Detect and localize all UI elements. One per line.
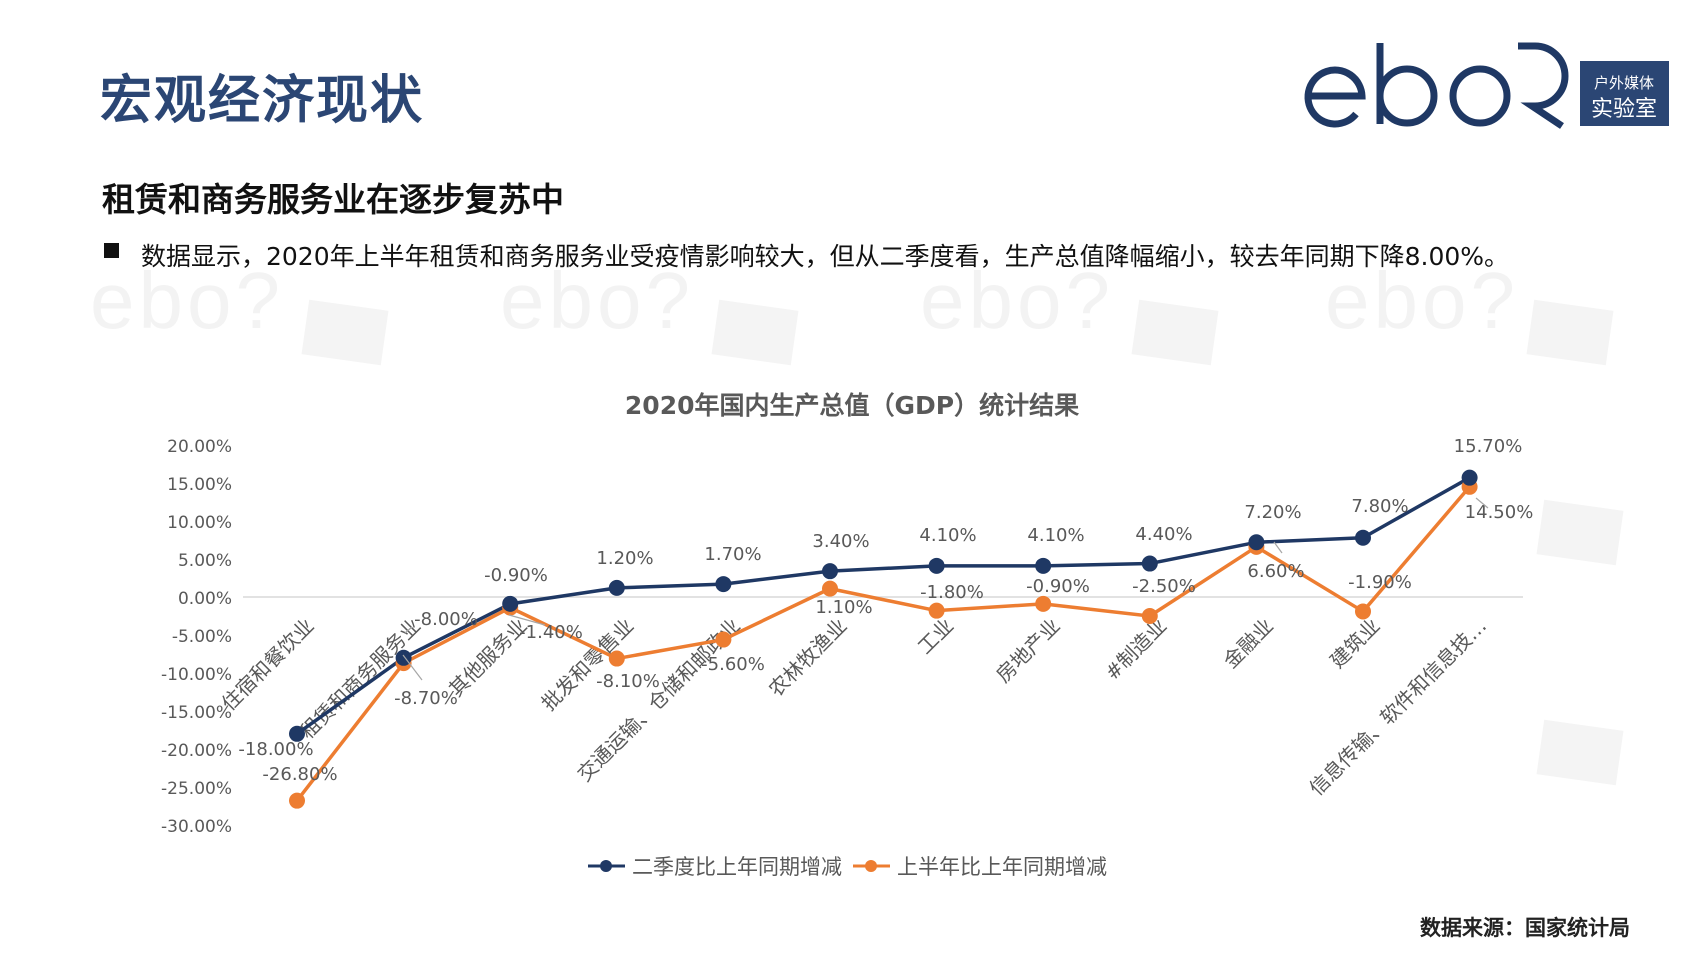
series-line bbox=[295, 476, 1471, 736]
data-point-marker[interactable] bbox=[608, 650, 625, 667]
data-point-marker[interactable] bbox=[822, 563, 838, 580]
watermark-logo: ebo? bbox=[920, 256, 1114, 345]
legend-item-q2[interactable]: 二季度比上年同期增减 bbox=[588, 855, 842, 879]
data-value-label: 6.60% bbox=[1247, 561, 1304, 582]
watermark-logo: ebo? bbox=[500, 256, 694, 345]
data-value-label: 15.70% bbox=[1454, 436, 1523, 457]
data-value-label: -1.80% bbox=[920, 582, 984, 603]
y-tick-label: -15.00% bbox=[161, 703, 232, 723]
data-point-marker[interactable] bbox=[1461, 469, 1478, 486]
data-value-label: 14.50% bbox=[1465, 502, 1534, 523]
data-point-marker[interactable] bbox=[1141, 555, 1158, 572]
label-leader-line bbox=[508, 614, 546, 626]
ebor-logo-icon: 户外媒体 实验室 bbox=[1304, 42, 1669, 129]
chart-legend: 二季度比上年同期增减 上半年比上年同期增减 bbox=[588, 855, 1107, 879]
data-value-label: -8.70% bbox=[394, 688, 458, 709]
x-category-label: 农林牧渔业 bbox=[764, 614, 852, 702]
chart-title: 2020年国内生产总值（GDP）统计结果 bbox=[625, 391, 1079, 420]
page-title: 宏观经济现状 bbox=[100, 71, 425, 131]
data-value-label: -18.00% bbox=[238, 739, 313, 760]
data-source: 数据来源：国家统计局 bbox=[1420, 916, 1630, 940]
data-point-marker[interactable] bbox=[822, 580, 838, 597]
data-value-label: -8.10% bbox=[596, 671, 660, 692]
legend-item-h1[interactable]: 上半年比上年同期增减 bbox=[853, 855, 1107, 879]
data-value-label: 4.10% bbox=[1027, 525, 1084, 546]
data-point-marker[interactable] bbox=[1355, 603, 1371, 620]
data-point-marker[interactable] bbox=[715, 576, 732, 593]
bullet-text: 数据显示，2020年上半年租赁和商务服务业受疫情影响较大，但从二季度看，生产总值… bbox=[141, 242, 1510, 271]
legend-label-q2: 二季度比上年同期增减 bbox=[632, 855, 842, 879]
data-point-marker[interactable] bbox=[289, 792, 305, 809]
series-line bbox=[295, 485, 1471, 802]
data-value-label: -1.40% bbox=[519, 622, 583, 643]
y-tick-label: 20.00% bbox=[167, 437, 232, 457]
data-point-marker[interactable] bbox=[289, 725, 305, 742]
x-category-label: 工业 bbox=[913, 614, 958, 659]
logo-box-line1: 户外媒体 bbox=[1594, 74, 1654, 92]
data-value-label: -1.90% bbox=[1348, 572, 1412, 593]
y-tick-label: -5.00% bbox=[172, 627, 232, 647]
data-value-label: -0.90% bbox=[1026, 576, 1090, 597]
data-value-label: -0.90% bbox=[484, 565, 548, 586]
data-point-marker[interactable] bbox=[1355, 529, 1371, 546]
x-category-label: 房地产业 bbox=[991, 614, 1065, 688]
data-point-marker[interactable] bbox=[502, 595, 519, 612]
label-leader-line bbox=[404, 626, 413, 634]
ebor-logo: 户外媒体 实验室 bbox=[1300, 38, 1680, 133]
data-value-label: -26.80% bbox=[262, 764, 337, 785]
data-labels: -18.00% -8.00% -0.90% 1.20% 1.70% 3.40% 4.10% 4… bbox=[238, 436, 1533, 785]
data-value-label: 1.10% bbox=[815, 597, 872, 618]
label-leader-line bbox=[402, 654, 423, 681]
y-tick-label: -20.00% bbox=[161, 741, 232, 761]
y-axis: 20.00% 15.00% 10.00% 5.00% 0.00% -5.00% -10.00… bbox=[161, 437, 232, 837]
y-tick-label: 15.00% bbox=[167, 475, 232, 495]
y-tick-label: 5.00% bbox=[178, 551, 232, 571]
y-tick-label: -30.00% bbox=[161, 817, 232, 837]
data-point-marker[interactable] bbox=[1035, 595, 1052, 612]
y-tick-label: -25.00% bbox=[161, 779, 232, 799]
y-tick-label: 0.00% bbox=[178, 589, 232, 609]
data-value-label: 7.20% bbox=[1244, 502, 1301, 523]
data-point-marker[interactable] bbox=[928, 557, 945, 574]
data-point-marker[interactable] bbox=[928, 602, 945, 619]
data-value-label: 4.10% bbox=[919, 525, 976, 546]
data-value-label: 1.20% bbox=[596, 548, 653, 569]
y-tick-label: -10.00% bbox=[161, 665, 232, 685]
data-value-label: 7.80% bbox=[1351, 496, 1408, 517]
bullet-square-icon bbox=[104, 243, 119, 258]
logo-box-line2: 实验室 bbox=[1591, 97, 1657, 122]
data-value-label: -5.60% bbox=[701, 654, 765, 675]
legend-label-h1: 上半年比上年同期增减 bbox=[897, 855, 1107, 879]
data-point-marker[interactable] bbox=[1035, 557, 1052, 574]
data-point-marker[interactable] bbox=[1141, 608, 1158, 624]
data-value-label: -2.50% bbox=[1132, 576, 1196, 597]
y-tick-label: 10.00% bbox=[167, 513, 232, 533]
data-value-label: 4.40% bbox=[1135, 524, 1192, 545]
data-value-label: 3.40% bbox=[812, 531, 869, 552]
x-category-label: 建筑业 bbox=[1325, 614, 1384, 673]
x-category-label: 金融业 bbox=[1219, 614, 1278, 673]
data-point-marker[interactable] bbox=[715, 631, 732, 648]
label-leader-line bbox=[1475, 497, 1489, 509]
series-layer bbox=[289, 469, 1478, 809]
x-category-label: #制造业 bbox=[1100, 614, 1171, 685]
data-value-label: -8.00% bbox=[414, 609, 478, 630]
watermark-logo: ebo? bbox=[90, 256, 284, 345]
label-leader-line bbox=[1273, 541, 1283, 554]
data-point-marker[interactable] bbox=[608, 579, 625, 596]
x-category-label: 信息传输、软件和信息技… bbox=[1304, 614, 1491, 801]
watermark-logo: ebo? bbox=[1325, 256, 1519, 345]
data-point-marker[interactable] bbox=[1248, 534, 1265, 551]
data-value-label: 1.70% bbox=[704, 544, 761, 565]
section-subtitle: 租赁和商务服务业在逐步复苏中 bbox=[102, 180, 564, 219]
